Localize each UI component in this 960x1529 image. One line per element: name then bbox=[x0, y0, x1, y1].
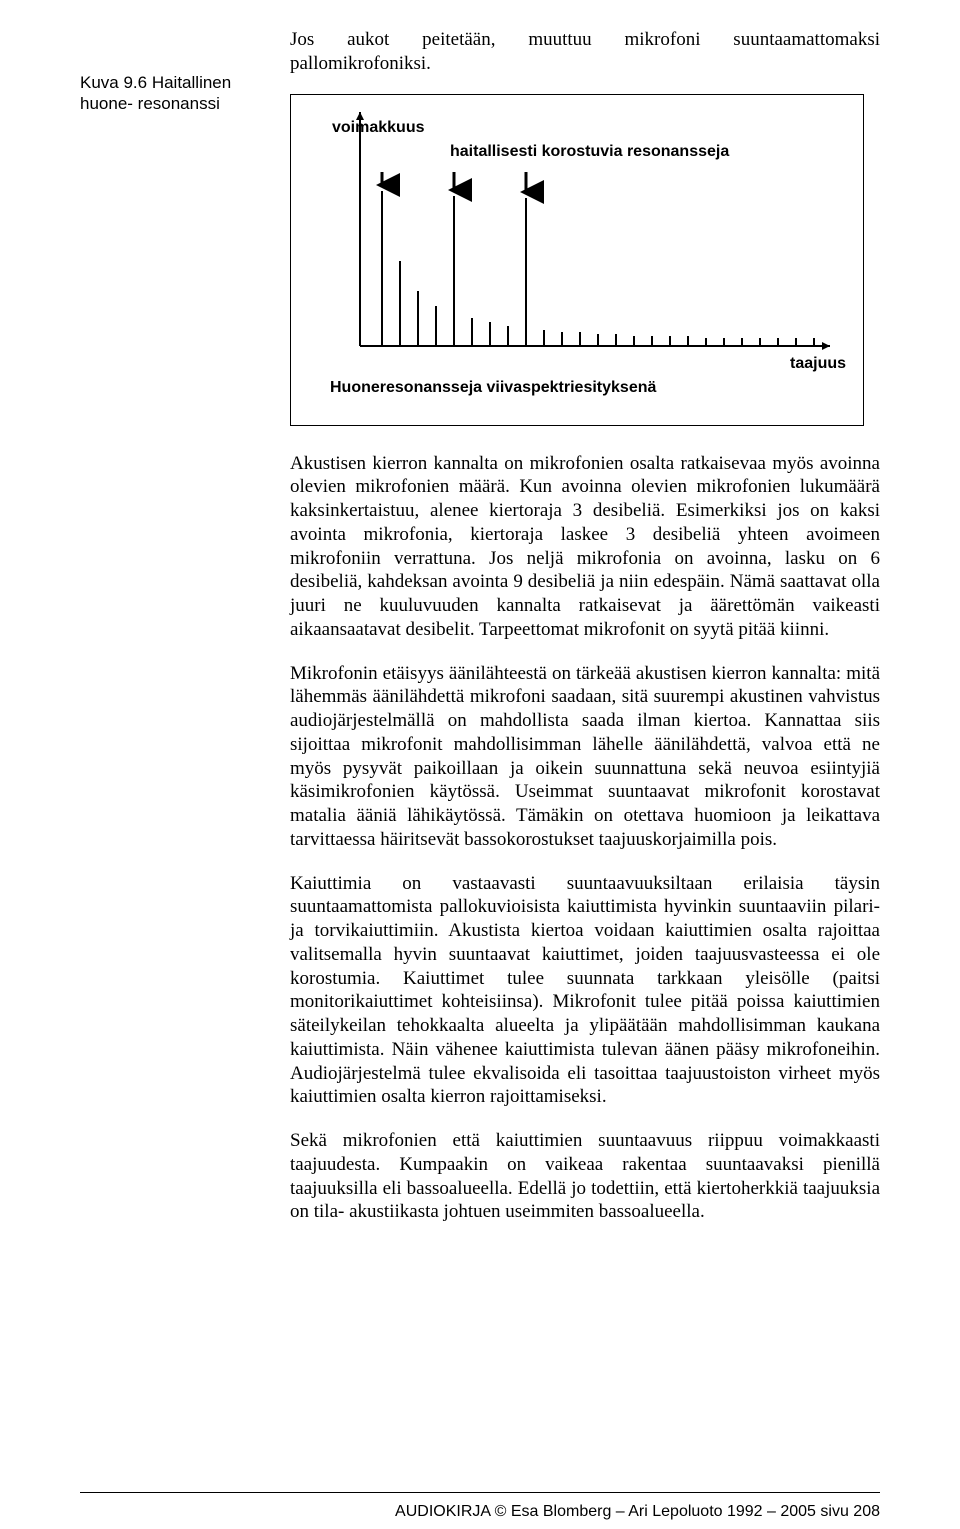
body-paragraph: Mikrofonin etäisyys äänilähteestä on tär… bbox=[290, 662, 880, 852]
body-paragraph: Kaiuttimia on vastaavasti suuntaavuuksil… bbox=[290, 872, 880, 1110]
page: Kuva 9.6 Haitallinen huone- resonanssi J… bbox=[0, 0, 960, 1529]
svg-text:voimakkuus: voimakkuus bbox=[332, 119, 425, 136]
content-column: Jos aukot peitetään, muuttuu mikrofoni s… bbox=[290, 28, 880, 1224]
body-paragraphs: Akustisen kierron kannalta on mikrofonie… bbox=[290, 452, 880, 1225]
svg-text:Huoneresonansseja viivaspektri: Huoneresonansseja viivaspektriesityksenä bbox=[330, 379, 656, 396]
figure-label-text: Kuva 9.6 Haitallinen huone- resonanssi bbox=[80, 73, 231, 113]
footer-text: AUDIOKIRJA © Esa Blomberg – Ari Lepoluot… bbox=[395, 1503, 880, 1521]
resonance-spectrum-chart: voimakkuus haitallisesti korostuvia reson… bbox=[290, 94, 864, 426]
figure-9-6: voimakkuus haitallisesti korostuvia reson… bbox=[290, 94, 880, 426]
intro-paragraph: Jos aukot peitetään, muuttuu mikrofoni s… bbox=[290, 28, 880, 76]
footer-rule bbox=[80, 1492, 880, 1493]
body-paragraph: Sekä mikrofonien että kaiuttimien suunta… bbox=[290, 1129, 880, 1224]
svg-text:haitallisesti korostuvia reson: haitallisesti korostuvia resonansseja bbox=[450, 143, 729, 160]
body-paragraph: Akustisen kierron kannalta on mikrofonie… bbox=[290, 452, 880, 642]
svg-text:taajuus: taajuus bbox=[790, 355, 846, 372]
figure-caption-side: Kuva 9.6 Haitallinen huone- resonanssi bbox=[80, 72, 250, 115]
